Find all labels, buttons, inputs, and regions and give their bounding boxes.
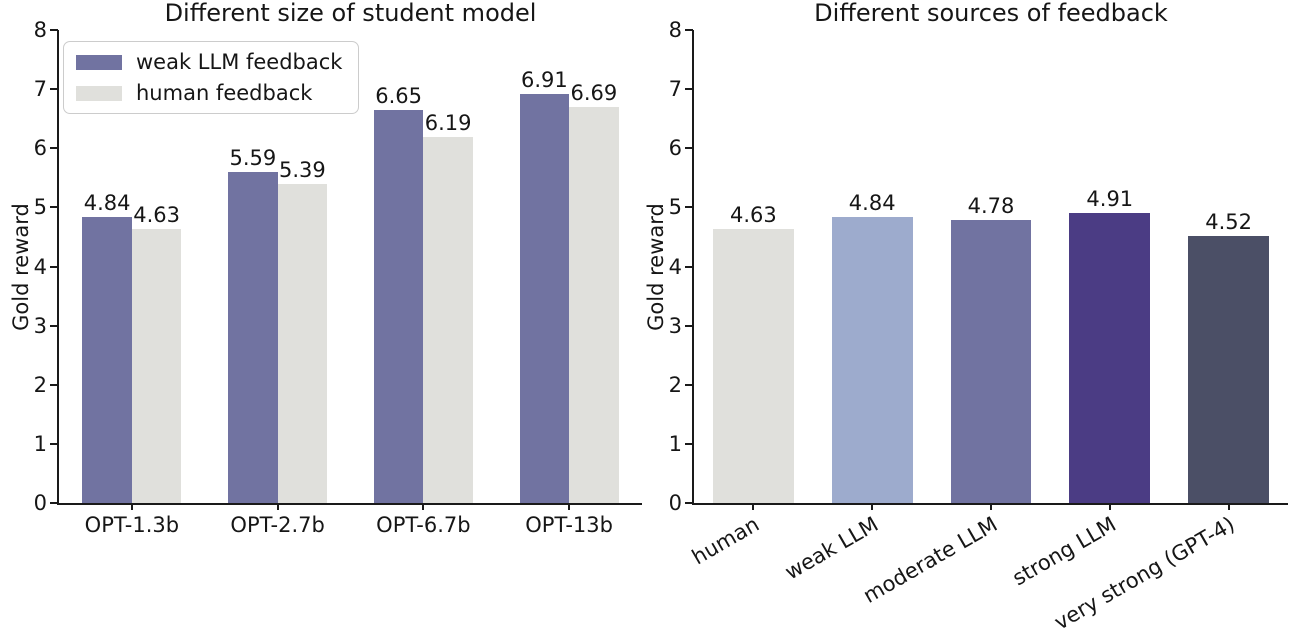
y-tick-label-6: 6 bbox=[668, 136, 682, 161]
y-tick-mark bbox=[50, 147, 58, 150]
y-tick-mark bbox=[685, 265, 693, 268]
y-tick-label-7: 7 bbox=[668, 77, 682, 102]
y-tick-mark bbox=[685, 206, 693, 209]
bar-value-label: 5.39 bbox=[279, 158, 326, 183]
x-tick-mark bbox=[568, 503, 571, 510]
y-tick-mark bbox=[685, 88, 693, 91]
y-tick-label-4: 4 bbox=[33, 254, 47, 279]
x-tick-label-opt-1-3b: OPT-1.3b bbox=[84, 513, 180, 537]
x-tick-mark bbox=[422, 503, 425, 510]
x-tick-label-moderate-llm: moderate LLM bbox=[858, 512, 1001, 608]
bar-weak-llm-feedback-opt-13b bbox=[519, 94, 570, 503]
y-tick-label-2: 2 bbox=[668, 372, 682, 397]
x-tick-mark bbox=[871, 503, 874, 510]
y-tick-mark bbox=[685, 147, 693, 150]
y-tick-label-5: 5 bbox=[33, 195, 47, 220]
legend-swatch-weak-llm-feedback bbox=[76, 54, 122, 70]
bar-moderate-llm bbox=[950, 220, 1032, 503]
legend-swatch-human-feedback bbox=[76, 85, 122, 101]
bar-weak-llm bbox=[831, 216, 913, 503]
legend-entry-weak-llm-feedback: weak LLM feedback bbox=[76, 49, 342, 75]
y-tick-mark bbox=[50, 206, 58, 209]
bar-human-feedback-opt-6-7b bbox=[423, 137, 473, 503]
bar-value-label: 4.52 bbox=[1205, 209, 1252, 234]
y-tick-label-0: 0 bbox=[668, 491, 682, 515]
y-tick-mark bbox=[685, 29, 693, 31]
bar-human-feedback-opt-2-7b bbox=[277, 184, 328, 503]
bar-value-label: 4.78 bbox=[967, 194, 1015, 219]
y-tick-mark bbox=[50, 29, 58, 31]
bar-value-label: 4.63 bbox=[133, 203, 181, 228]
bar-value-label: 6.69 bbox=[570, 81, 618, 106]
chart-title: Different sources of feedback bbox=[814, 0, 1168, 27]
legend-label-weak-llm-feedback: weak LLM feedback bbox=[136, 50, 343, 74]
bar-value-label: 4.91 bbox=[1086, 186, 1134, 211]
chart-feedback-sources: Different sources of feedback Gold rewar… bbox=[644, 0, 1288, 635]
bar-weak-llm-feedback-opt-2-7b bbox=[228, 172, 278, 503]
y-tick-mark bbox=[50, 88, 58, 91]
x-tick-mark bbox=[990, 503, 992, 510]
x-tick-label-weak-llm: weak LLM bbox=[780, 512, 883, 585]
legend: weak LLM feedback human feedback bbox=[63, 41, 360, 114]
y-tick-mark bbox=[50, 324, 58, 327]
y-tick-label-0: 0 bbox=[33, 491, 47, 515]
y-tick-label-3: 3 bbox=[33, 313, 47, 338]
x-tick-mark bbox=[1108, 503, 1111, 510]
y-tick-mark bbox=[50, 442, 58, 445]
y-tick-label-3: 3 bbox=[668, 313, 682, 338]
y-tick-label-5: 5 bbox=[668, 195, 682, 220]
bar-value-label: 4.84 bbox=[83, 190, 131, 215]
y-tick-mark bbox=[50, 265, 58, 268]
bar-weak-llm-feedback-opt-1-3b bbox=[82, 216, 132, 503]
chart-student-model-size: Different size of student model Gold rew… bbox=[9, 0, 642, 537]
x-tick-label-strong-llm: strong LLM bbox=[1008, 512, 1120, 591]
y-tick-mark bbox=[50, 502, 58, 504]
x-tick-mark bbox=[130, 503, 133, 510]
bar-human-feedback-opt-1-3b bbox=[131, 229, 182, 503]
y-tick-mark bbox=[685, 502, 693, 504]
y-tick-label-1: 1 bbox=[668, 431, 682, 456]
bar-value-label: 6.91 bbox=[520, 68, 568, 93]
x-tick-mark bbox=[752, 503, 755, 510]
bar-value-label: 6.65 bbox=[375, 83, 422, 108]
x-tick-label-opt-2-7b: OPT-2.7b bbox=[230, 513, 325, 537]
x-tick-label-opt-13b: OPT-13b bbox=[525, 513, 613, 537]
y-tick-mark bbox=[50, 383, 58, 386]
bar-weak-llm-feedback-opt-6-7b bbox=[373, 109, 424, 503]
y-tick-label-2: 2 bbox=[33, 372, 47, 397]
bar-value-label: 4.84 bbox=[848, 190, 896, 215]
legend-entry-human-feedback: human feedback bbox=[76, 80, 342, 106]
bar-human bbox=[713, 229, 794, 503]
y-tick-label-6: 6 bbox=[33, 136, 47, 161]
y-tick-mark bbox=[685, 324, 693, 327]
bar-human-feedback-opt-13b bbox=[569, 107, 619, 503]
x-tick-mark bbox=[1227, 503, 1230, 510]
legend-label-human-feedback: human feedback bbox=[136, 81, 313, 105]
y-tick-label-8: 8 bbox=[668, 18, 682, 42]
y-tick-mark bbox=[685, 383, 693, 386]
y-tick-label-4: 4 bbox=[668, 254, 682, 279]
bar-strong-llm bbox=[1069, 212, 1151, 503]
y-tick-label-1: 1 bbox=[33, 431, 47, 456]
x-tick-label-human: human bbox=[687, 512, 764, 570]
x-tick-mark bbox=[276, 503, 279, 510]
y-tick-label-7: 7 bbox=[33, 77, 47, 102]
y-tick-label-8: 8 bbox=[33, 18, 47, 42]
x-tick-label-opt-6-7b: OPT-6.7b bbox=[376, 513, 471, 537]
bar-very-strong-gpt-4 bbox=[1188, 235, 1269, 503]
bar-value-label: 6.19 bbox=[424, 111, 472, 136]
y-tick-mark bbox=[685, 442, 693, 445]
bar-value-label: 5.59 bbox=[229, 146, 277, 171]
chart-title: Different size of student model bbox=[164, 0, 537, 27]
bar-value-label: 4.63 bbox=[730, 203, 777, 228]
